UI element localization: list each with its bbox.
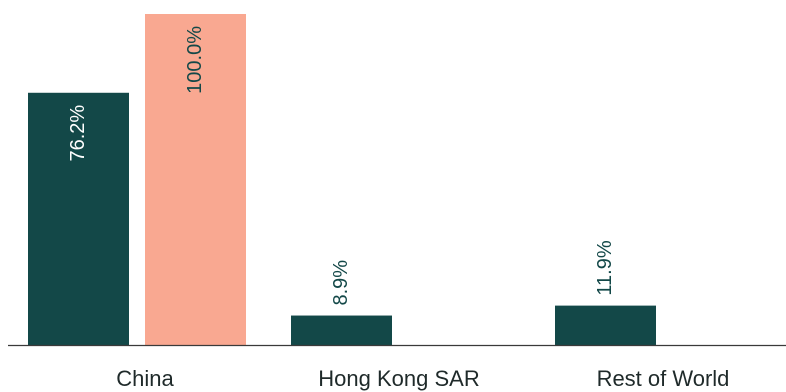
- category-labels-group: China Hong Kong SAR Rest of World: [116, 366, 729, 391]
- category-label-rest-of-world: Rest of World: [597, 366, 730, 391]
- value-labels-group: 76.2% 100.0% 8.9% 11.9%: [67, 26, 616, 306]
- bar-china-series-2: [145, 14, 246, 345]
- value-label-china-series-2: 100.0%: [184, 26, 206, 94]
- bar-hong-kong-sar-series-1: [291, 315, 392, 345]
- category-label-hong-kong-sar: Hong Kong SAR: [318, 366, 479, 391]
- bar-china-series-1: [28, 92, 129, 345]
- value-label-rest-of-world-series-1: 11.9%: [594, 240, 616, 295]
- bar-rest-of-world-series-1: [555, 305, 656, 345]
- bars-group: [28, 14, 656, 345]
- value-label-china-series-1: 76.2%: [67, 105, 89, 162]
- category-label-china: China: [116, 366, 174, 391]
- value-label-hong-kong-sar-series-1: 8.9%: [330, 260, 352, 306]
